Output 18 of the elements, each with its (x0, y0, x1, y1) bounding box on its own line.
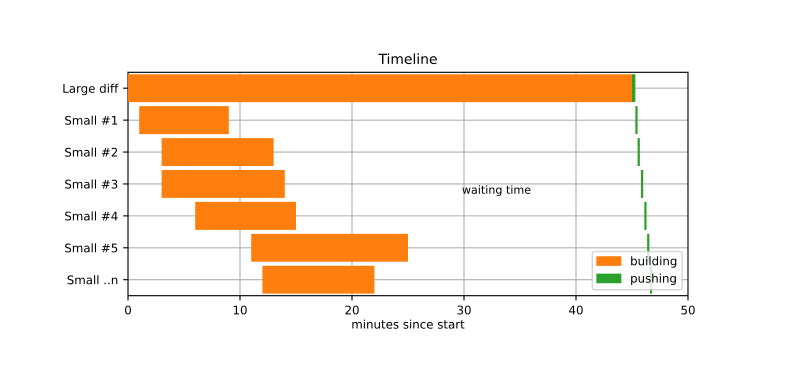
x-tick-label: 30 (457, 306, 471, 315)
x-tick-label: 10 (234, 306, 247, 315)
y-tick-label: Small #4 (65, 211, 118, 221)
x-tick-label: 0 (125, 306, 131, 315)
chart-title: Timeline (378, 53, 437, 64)
annotation: waiting time (462, 185, 530, 196)
legend-label: pushing (631, 274, 676, 286)
legend-label: building (631, 256, 676, 268)
x-tick-label: 20 (345, 306, 359, 315)
x-tick-label: 50 (681, 306, 695, 315)
y-tick-label: Small #3 (65, 179, 118, 189)
y-tick-label: Small #1 (65, 116, 118, 125)
y-tick-label: Small #5 (65, 243, 118, 252)
y-tick-label: Small ..n (68, 275, 118, 284)
x-axis-title: minutes since start (352, 320, 464, 329)
y-tick-label: Large diff (63, 84, 118, 96)
x-tick-label: 40 (569, 306, 583, 315)
y-tick-label: Small #2 (65, 148, 118, 157)
